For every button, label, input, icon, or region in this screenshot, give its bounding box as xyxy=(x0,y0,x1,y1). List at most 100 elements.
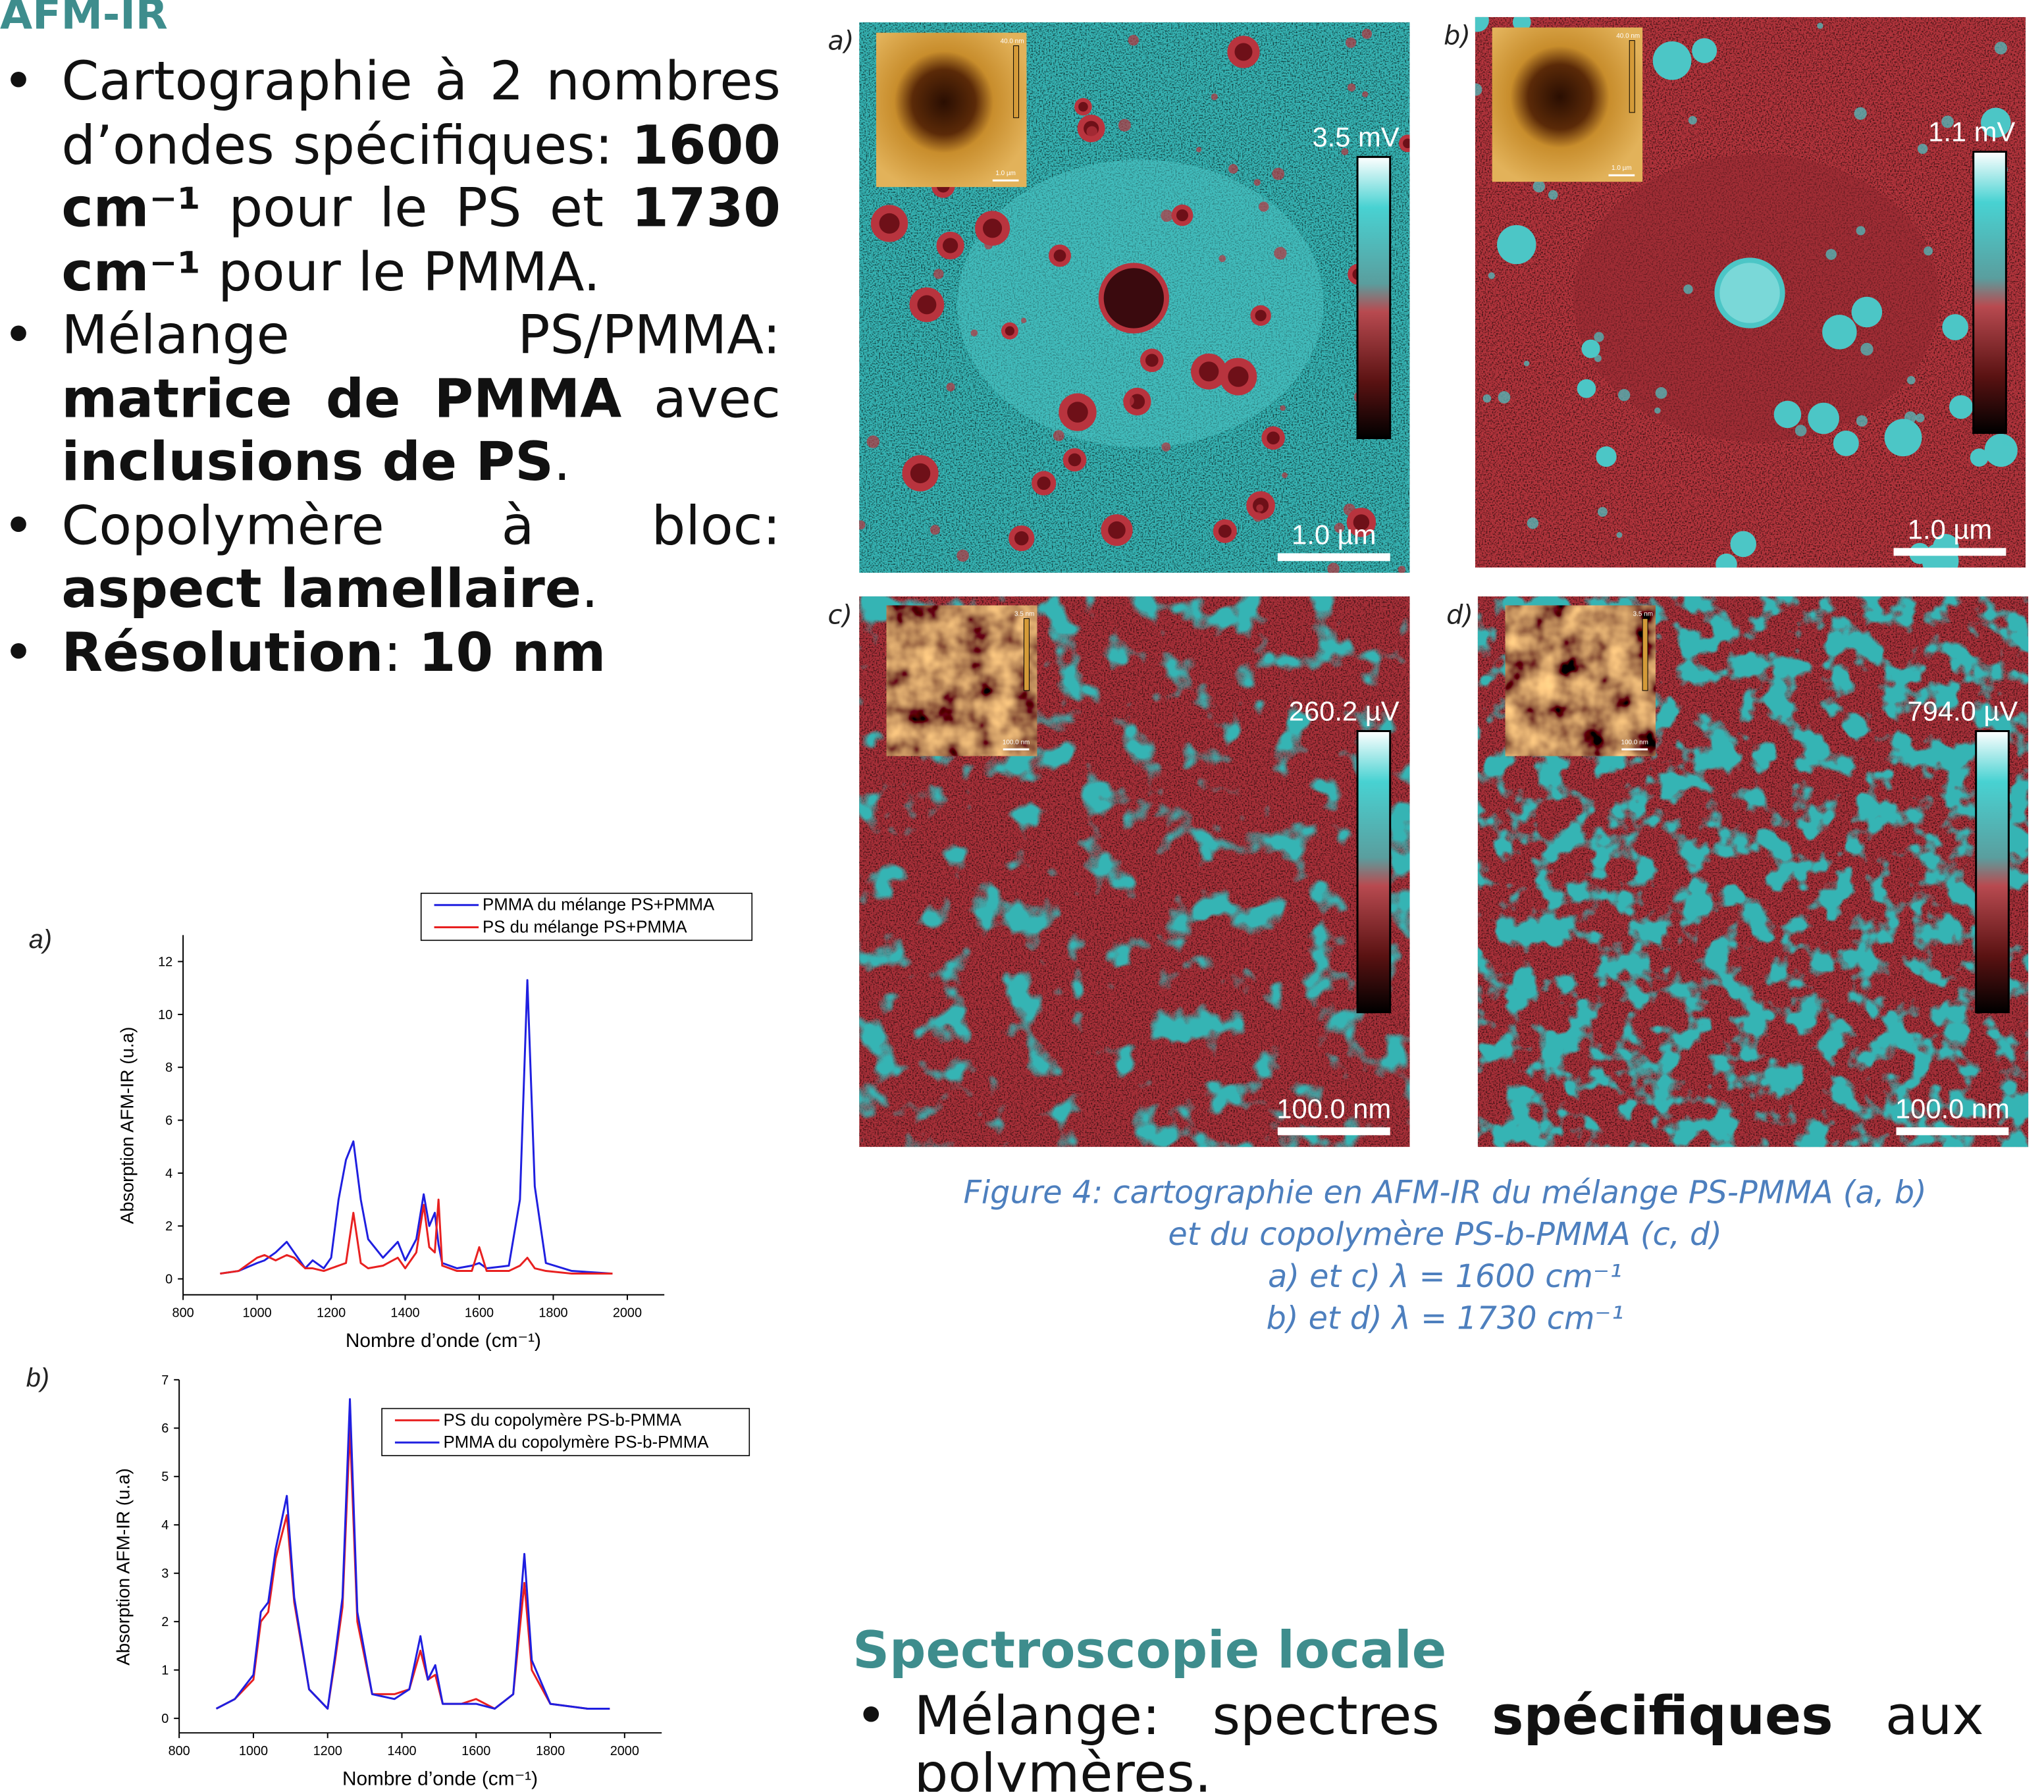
x-tick-label: 1000 xyxy=(239,1744,268,1758)
y-tick-label: 8 xyxy=(165,1061,172,1075)
bullet-text: pour le PMMA. xyxy=(201,240,600,303)
inclusion xyxy=(1856,226,1866,235)
inset-colorbar xyxy=(1642,619,1648,691)
inset-colorbar xyxy=(1629,41,1635,113)
x-tick-label: 1600 xyxy=(461,1744,490,1758)
y-tick-label: 7 xyxy=(161,1373,169,1388)
x-tick-label: 1400 xyxy=(387,1744,416,1758)
inset-scale-label: 100.0 nm xyxy=(1003,739,1030,746)
inclusion xyxy=(1617,532,1623,538)
inclusion xyxy=(1344,504,1355,515)
inclusion xyxy=(1362,29,1373,40)
inclusion-core xyxy=(1108,521,1126,539)
inclusion-core xyxy=(1234,43,1252,61)
inset-colorbar-label: 3.5 nm xyxy=(1633,611,1653,618)
panel-label: d) xyxy=(1446,599,1473,631)
bullet: Cartographie à 2 nombres d’ondes spécifi… xyxy=(0,49,781,303)
inclusion xyxy=(984,241,993,250)
inclusion xyxy=(1598,507,1608,517)
inclusion-core xyxy=(917,295,936,314)
inset-topography xyxy=(876,33,1026,187)
inclusion-core xyxy=(1078,102,1088,112)
inclusion xyxy=(1161,442,1170,452)
colorbar xyxy=(1976,731,2009,1012)
colorbar xyxy=(1357,731,1390,1012)
poster: AFM-IR Cartographie à 2 nombres d’ondes … xyxy=(0,0,2044,1792)
y-tick-label: 5 xyxy=(161,1470,169,1485)
colorbar-label: 1.1 mV xyxy=(1928,117,2015,147)
bullet-text: aspect lamellaire xyxy=(61,557,581,619)
bullet-list: Cartographie à 2 nombres d’ondes spécifi… xyxy=(0,49,781,683)
inclusion xyxy=(1907,376,1916,384)
inclusion xyxy=(1577,379,1596,398)
inclusion xyxy=(1594,332,1604,342)
bullet: Résolution: 10 nm xyxy=(0,621,781,684)
inset-scale-label: 1.0 µm xyxy=(995,170,1016,177)
inclusion-core xyxy=(983,219,1002,238)
inclusion xyxy=(1692,38,1717,63)
inclusion xyxy=(1594,355,1602,362)
inclusion xyxy=(867,435,879,448)
x-axis-label: Nombre d’onde (cm⁻¹) xyxy=(346,1330,541,1352)
scale-bar-label: 1.0 µm xyxy=(1908,514,1992,544)
inclusion xyxy=(1348,84,1355,92)
colorbar xyxy=(1974,151,2006,433)
inclusion xyxy=(1362,92,1368,97)
inclusion xyxy=(1904,411,1916,423)
y-tick-label: 2 xyxy=(161,1615,169,1629)
inclusion xyxy=(1274,247,1286,259)
bullet-text: Résolution xyxy=(61,621,383,683)
inset-scale-label: 1.0 µm xyxy=(1612,165,1632,172)
inclusion xyxy=(1833,431,1859,456)
y-tick-label: 12 xyxy=(158,955,172,970)
inclusion xyxy=(1086,126,1097,138)
inclusion xyxy=(1795,425,1807,436)
inclusion xyxy=(1488,273,1495,279)
inclusion xyxy=(1280,406,1286,411)
inclusion xyxy=(1123,395,1134,406)
inclusion xyxy=(1949,395,1973,419)
y-tick-label: 1 xyxy=(161,1664,169,1678)
x-tick-label: 1800 xyxy=(536,1744,565,1758)
inclusion xyxy=(1498,391,1511,404)
inclusion xyxy=(1653,41,1692,80)
colorbar xyxy=(1357,157,1390,438)
scale-bar-label: 1.0 µm xyxy=(1292,519,1376,550)
y-tick-label: 10 xyxy=(158,1008,172,1022)
x-axis-label: Nombre d’onde (cm⁻¹) xyxy=(342,1768,538,1790)
caption-line: b) et d) λ = 1730 cm⁻¹ xyxy=(837,1298,2044,1340)
bullet-text: 10 nm xyxy=(419,621,606,683)
inclusion xyxy=(1128,35,1139,45)
colorbar-label: 794.0 µV xyxy=(1907,696,2018,727)
inclusion xyxy=(1654,408,1660,413)
y-tick-label: 2 xyxy=(165,1219,172,1234)
legend-label: PS du mélange PS+PMMA xyxy=(483,918,687,936)
inclusion-core xyxy=(1176,209,1188,221)
bullet: Copolymère à bloc: aspect lamellaire. xyxy=(0,494,781,621)
inclusion xyxy=(1817,22,1823,28)
inclusion xyxy=(1101,265,1166,330)
bullet-text: . xyxy=(554,431,571,493)
inclusion xyxy=(1196,147,1201,152)
inclusion xyxy=(1533,180,1545,192)
inclusion xyxy=(1970,448,1989,467)
inclusion xyxy=(1942,314,1968,340)
inclusion xyxy=(933,269,943,278)
legend-label: PMMA du mélange PS+PMMA xyxy=(483,896,715,914)
figure-caption: Figure 4: cartographie en AFM-IR du méla… xyxy=(837,1172,2044,1339)
inclusion xyxy=(1524,361,1529,366)
bullet: Mélange PS/PMMA: matrice de PMMA avec in… xyxy=(0,303,781,494)
legend-label: PMMA du copolymère PS-b-PMMA xyxy=(443,1433,709,1452)
inclusion xyxy=(946,382,955,391)
inset-scale-label: 100.0 nm xyxy=(1621,739,1648,746)
inset-colorbar xyxy=(1024,619,1029,691)
inclusion-core xyxy=(1068,454,1082,467)
plot xyxy=(220,980,612,1274)
inclusion xyxy=(1885,419,1922,456)
bullet: Mélange: spectres spécifiques aux polymè… xyxy=(852,1687,1983,1792)
spectrum-line xyxy=(217,1428,610,1708)
x-tick-label: 1200 xyxy=(313,1744,342,1758)
inclusion xyxy=(1730,531,1756,558)
